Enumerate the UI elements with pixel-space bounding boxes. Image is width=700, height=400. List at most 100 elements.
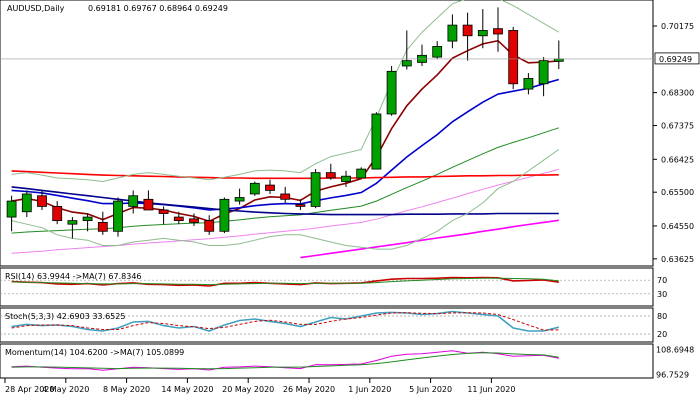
candle-body [143,198,154,211]
candle-body [462,24,473,37]
candle-body [401,60,412,67]
candle-body [310,172,321,207]
date-label: 26 May 2020 [283,385,335,394]
candle [325,163,336,180]
candle-body [325,172,336,179]
date-label: 14 May 2020 [161,385,213,394]
candle-body [356,168,367,179]
candle [21,190,32,218]
date-label: 11 Jun 2020 [467,385,515,394]
last-price-value: 0.69249 [659,55,692,64]
stoch-panel-frame [0,307,654,343]
candle [249,181,260,196]
candle-body [538,60,549,85]
candlestick-layer [6,7,564,239]
stochastic-panel: 80 20 [0,310,667,339]
level-label: 30 [657,290,667,299]
candle [341,170,351,187]
momentum-panel: 108.6948 96.7529 [11,346,694,379]
candle-body [173,216,184,222]
candle [204,215,215,235]
stoch-header: Stoch(5,3,3) 42.6903 33.6525 [5,312,125,321]
date-label: 4 May 2020 [42,385,89,394]
rsi-panel-frame [0,267,654,307]
momentum-ma-line [11,352,559,370]
price-tick-label: 0.67375 [661,122,694,131]
stoch-main-line [11,310,559,332]
candle-body [341,175,351,182]
candle-body [67,220,78,225]
momentum-tick-label: 108.6948 [656,346,694,355]
level-label: 80 [657,312,667,321]
candle [401,30,412,70]
candle [356,167,367,179]
price-tick-label: 0.66425 [661,155,694,164]
rsi-line [11,276,559,287]
momentum-header: Momentum(14) 104.6200 ->MA(7) 105.0899 [5,348,184,357]
candle-body [249,182,260,195]
last-price-box [654,52,700,65]
candle [371,112,382,170]
rsi-ma-line [11,277,559,286]
date-label: 20 May 2020 [222,385,274,394]
candle-body [21,193,32,213]
level-label: 20 [657,330,667,339]
candle [6,195,17,232]
candle [477,9,488,49]
candle [265,179,275,194]
candle-body [493,28,503,35]
candle [143,190,154,211]
candle [234,188,245,205]
candle-body [508,30,519,85]
candle-body [52,206,63,222]
candle-body [432,46,443,58]
candle [67,217,78,239]
candle-body [113,200,123,232]
candle-body [158,209,169,214]
candle-body [477,30,488,37]
candle-body [82,216,93,222]
momentum-tick-label: 96.7529 [656,370,689,379]
candle-body [204,220,215,232]
symbol-label: AUDUSD,Daily [7,4,65,13]
candle [158,206,169,225]
overlay-line [11,0,560,183]
rsi-panel: 70 30 [0,276,667,299]
candle [523,73,534,95]
candle [82,213,93,232]
candle [462,12,473,61]
last-price-label: 0.69249 [654,52,700,65]
overlay-line [11,149,560,250]
candle [386,65,397,116]
candle [508,26,519,90]
candle [97,211,108,235]
price-tick-label: 0.63625 [661,255,694,264]
candle [280,186,291,203]
candle [189,213,199,226]
candle-body [234,197,245,202]
date-label: 8 May 2020 [103,385,150,394]
ohlc-values: 0.69181 0.69767 0.68964 0.69249 [88,4,228,13]
price-tick-label: 0.68300 [661,89,694,98]
level-label: 70 [657,276,667,285]
candle [310,169,321,209]
candle [173,211,184,225]
overlay-line [300,219,559,259]
candle [493,7,503,52]
candle-body [37,195,47,207]
candle [219,197,230,234]
candle [432,41,443,59]
price-tick-label: 0.64550 [661,222,694,231]
date-label: 1 Jun 2020 [348,385,391,394]
overlay-line [11,170,559,180]
candle-body [553,58,564,62]
candle-body [219,198,230,232]
candle [128,190,139,214]
stoch-signal-line [11,312,559,331]
candle-body [386,70,397,115]
candle [52,201,63,225]
candle-body [295,204,306,207]
